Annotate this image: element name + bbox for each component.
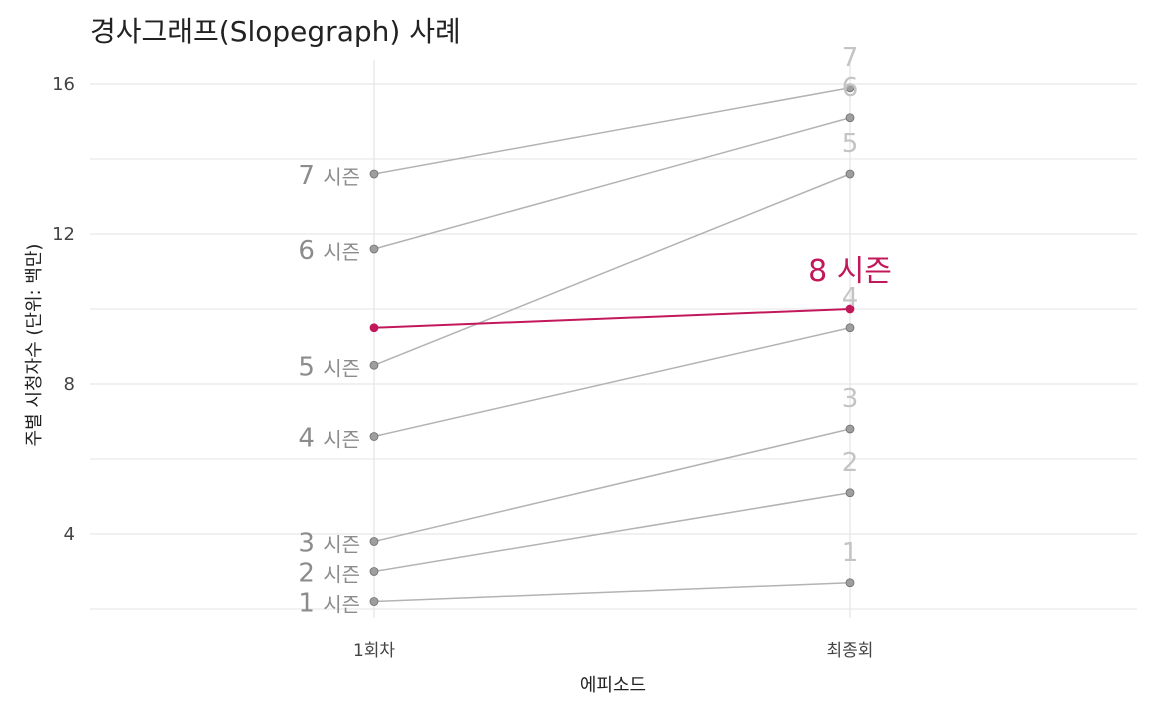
x-axis-title: 에피소드: [580, 675, 646, 696]
series-point-4-end: [845, 323, 855, 333]
series-point-2-start: [369, 567, 379, 576]
series-point-6-end: [845, 113, 855, 123]
series-point-7-start: [369, 169, 379, 179]
series-point-5-start: [369, 360, 379, 370]
x-tick-label: 1회차: [353, 641, 395, 661]
season-label-7: 7 시즌: [298, 161, 360, 191]
end-label-1: 1: [842, 538, 859, 568]
y-axis-title: 주별 시청자수 (단위: 백만): [24, 244, 45, 447]
series-line-7: [373, 87, 851, 175]
series-line-2: [373, 492, 851, 573]
season-label-1: 1 시즌: [298, 589, 360, 619]
series-line-8: [373, 308, 851, 329]
season-label-4: 4 시즌: [298, 424, 360, 454]
end-label-2: 2: [842, 448, 859, 478]
series-point-4-start: [369, 432, 379, 441]
series-point-8-end: [845, 304, 855, 314]
y-tick-label: 4: [64, 524, 75, 545]
end-label-7: 7: [842, 43, 859, 73]
end-label-4: 4: [842, 283, 859, 313]
series-point-1-start: [369, 597, 379, 606]
highlight-label-8: 8 시즌: [808, 254, 892, 289]
chart-title: 경사그래프(Slopegraph) 사례: [90, 15, 461, 48]
series-line-1: [373, 582, 851, 603]
y-tick-label: 12: [52, 224, 75, 245]
season-label-3: 3 시즌: [298, 529, 360, 559]
series-line-4: [373, 327, 851, 438]
season-label-5: 5 시즌: [298, 352, 360, 382]
y-tick-label: 16: [52, 74, 75, 95]
end-label-3: 3: [842, 384, 859, 414]
season-label-6: 6 시즌: [298, 236, 360, 266]
series-point-2-end: [845, 488, 855, 498]
series-line-6: [373, 117, 851, 250]
end-label-5: 5: [842, 129, 859, 159]
series-point-8-start: [369, 323, 379, 333]
series-line-5: [373, 173, 851, 366]
y-tick-label: 8: [64, 374, 75, 395]
series-point-3-start: [369, 537, 379, 546]
end-label-6: 6: [842, 73, 859, 103]
series-point-6-start: [369, 244, 379, 254]
series-point-7-end: [845, 83, 855, 93]
series-point-1-end: [845, 578, 855, 588]
series-point-3-end: [845, 424, 855, 434]
season-label-2: 2 시즌: [298, 559, 360, 589]
series-point-5-end: [845, 169, 855, 179]
x-tick-label: 최종회: [827, 641, 874, 661]
series-line-3: [373, 428, 851, 543]
